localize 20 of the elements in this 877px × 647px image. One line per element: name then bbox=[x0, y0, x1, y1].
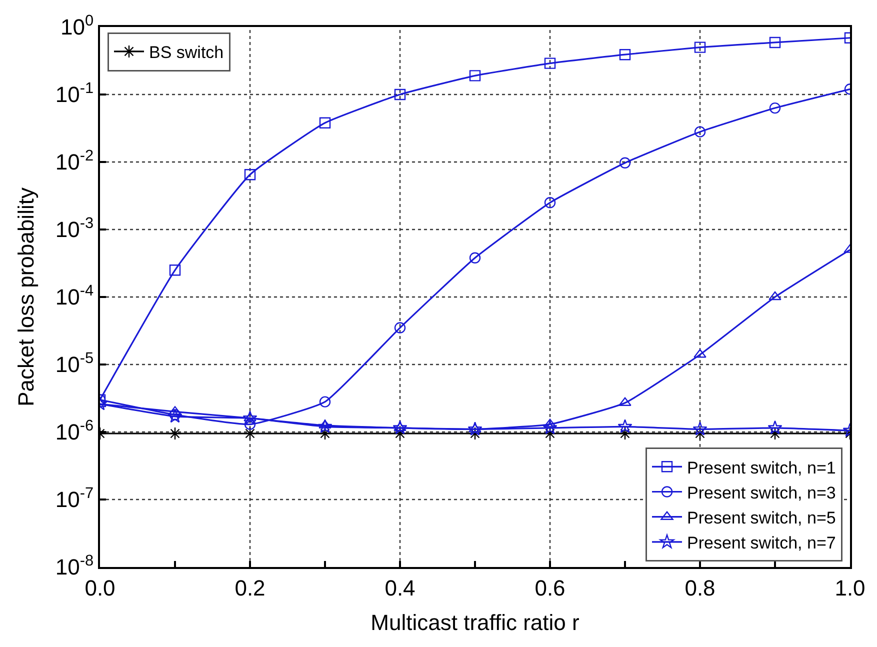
legend-label: Present switch, n=5 bbox=[687, 508, 836, 528]
y-tick-label: 10$^{-1}$ bbox=[55, 80, 94, 108]
legend-label: BS switch bbox=[149, 43, 224, 62]
x-tick-label: 0.2 bbox=[234, 575, 266, 600]
y-tick-label: 10$^{0}$ bbox=[60, 12, 94, 40]
x-tick-label: 0.6 bbox=[534, 575, 566, 600]
y-tick-label: 10$^{-6}$ bbox=[55, 417, 94, 445]
y-tick-label: 10$^{-3}$ bbox=[55, 214, 94, 242]
y-axis-title: Packet loss probability bbox=[14, 188, 39, 406]
y-tick-label: 10$^{-5}$ bbox=[55, 350, 94, 378]
y-tick-label: 10$^{-4}$ bbox=[55, 282, 94, 310]
legend-label: Present switch, n=7 bbox=[687, 534, 836, 553]
y-tick-label: 10$^{-2}$ bbox=[55, 147, 94, 175]
legend-label: Present switch, n=1 bbox=[687, 458, 836, 478]
x-tick-label: 0.4 bbox=[384, 575, 416, 600]
x-tick-label: 1.0 bbox=[834, 575, 866, 600]
legend-label: Present switch, n=3 bbox=[687, 483, 836, 502]
x-axis-title: Multicast traffic ratio r bbox=[370, 610, 580, 635]
x-tick-label: 0.8 bbox=[684, 575, 716, 600]
y-tick-label: 10$^{-7}$ bbox=[55, 484, 94, 512]
